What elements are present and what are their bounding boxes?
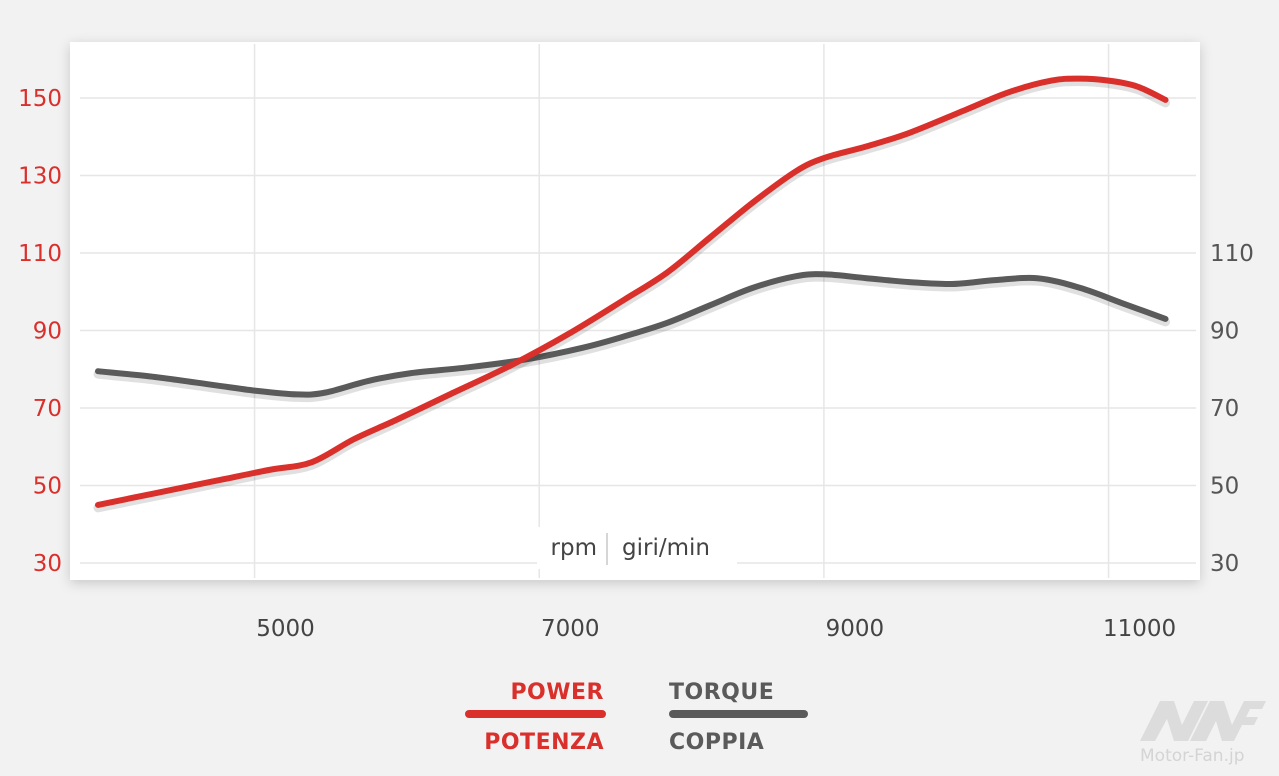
series-power-line	[95, 75, 1169, 508]
unit-label-background	[537, 527, 737, 569]
y-left-tick-90: 90	[33, 319, 62, 345]
y-left-tick-150: 150	[18, 86, 62, 112]
series-lines	[93, 75, 1170, 513]
legend-power-label: POWER	[510, 680, 604, 705]
y-left-tick-130: 130	[18, 164, 62, 190]
series-torque-line	[95, 271, 1169, 398]
motor-fan-logo: Motor-Fan.jp	[1140, 701, 1266, 766]
x-tick-5000: 5000	[256, 616, 315, 642]
x-tick-9000: 9000	[826, 616, 885, 642]
y-left-tick-50: 50	[33, 474, 62, 500]
x-unit-label: rpm giri/min	[537, 527, 737, 569]
x-axis-rpm: 5000 7000 9000 11000	[256, 616, 1176, 642]
y-right-tick-30: 30	[1210, 551, 1239, 577]
legend-torque-label: TORQUE	[669, 680, 774, 705]
y-right-tick-90: 90	[1210, 319, 1239, 345]
left-axis-power: 30 50 70 90 110 130 150	[18, 86, 62, 577]
x-tick-7000: 7000	[541, 616, 600, 642]
legend: POWER POTENZA TORQUE COPPIA	[465, 680, 808, 755]
legend-potenza-label: POTENZA	[484, 730, 604, 755]
y-right-tick-110: 110	[1210, 241, 1254, 267]
legend-coppia-label: COPPIA	[669, 730, 764, 755]
y-left-tick-110: 110	[18, 241, 62, 267]
right-axis-torque: 30 50 70 90 110	[1210, 241, 1254, 577]
y-left-tick-30: 30	[33, 551, 62, 577]
watermark-text: Motor-Fan.jp	[1140, 746, 1245, 766]
unit-rpm: rpm	[551, 535, 597, 561]
plot-panel	[70, 42, 1200, 580]
unit-giri-min: giri/min	[622, 535, 710, 561]
y-right-tick-70: 70	[1210, 396, 1239, 422]
x-tick-11000: 11000	[1103, 616, 1176, 642]
logo-mark	[1140, 701, 1208, 741]
logo-mark-2	[1190, 701, 1266, 741]
grid-lines	[80, 44, 1196, 578]
y-right-tick-50: 50	[1210, 474, 1239, 500]
y-left-tick-70: 70	[33, 396, 62, 422]
